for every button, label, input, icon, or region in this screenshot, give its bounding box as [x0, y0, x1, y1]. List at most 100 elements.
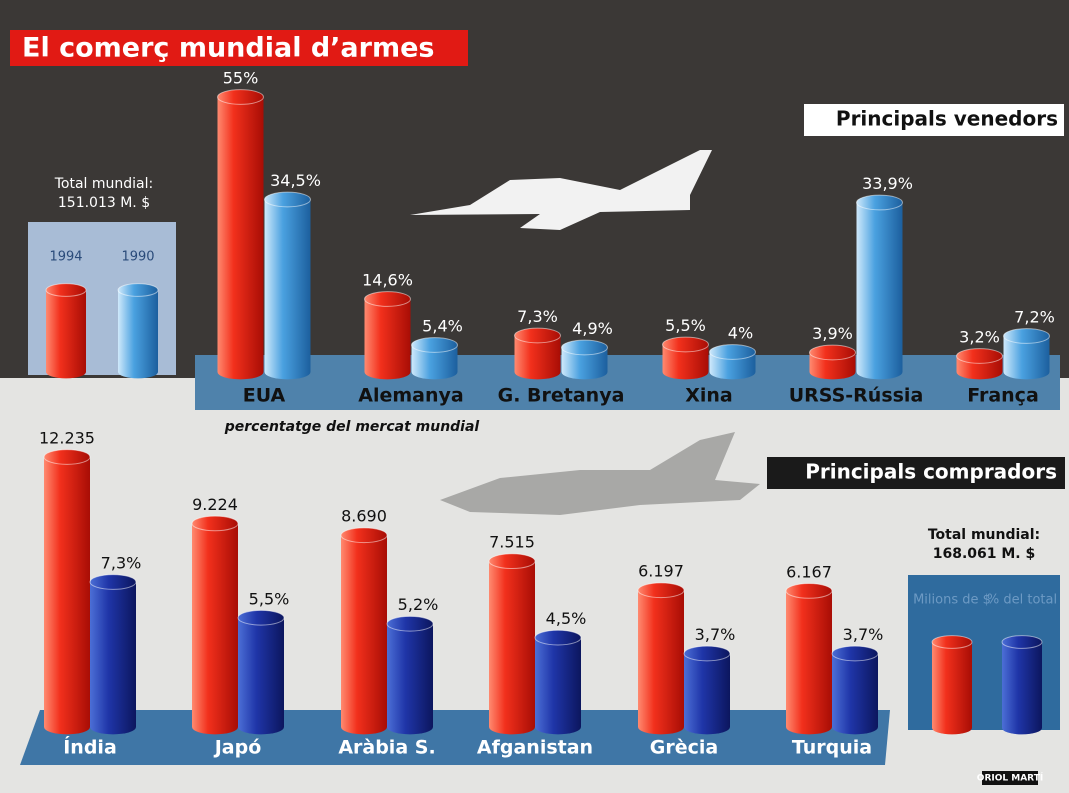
- bar: [638, 590, 684, 727]
- category-label: Afganistan: [477, 737, 593, 759]
- total-value: 168.061 M. $: [933, 546, 1036, 562]
- bar-cap: [489, 554, 535, 569]
- value-label: 14,6%: [362, 271, 413, 290]
- category-label: Xina: [685, 385, 733, 407]
- credit: ORIOL MARTÍ: [977, 772, 1044, 784]
- category-label: Aràbia S.: [338, 737, 435, 759]
- legend-swatch-cap: [1002, 636, 1042, 649]
- bar: [90, 582, 136, 727]
- category-label: Alemanya: [358, 385, 463, 407]
- bar-foot: [341, 720, 387, 735]
- bar-foot: [535, 720, 581, 735]
- bar: [218, 97, 264, 372]
- legend-label: 1994: [49, 250, 82, 265]
- bar-cap: [365, 292, 411, 307]
- bar-foot: [684, 720, 730, 735]
- legend-swatch: [1002, 642, 1042, 728]
- bar-foot: [857, 365, 903, 380]
- bar-foot: [365, 365, 411, 380]
- bar-cap: [535, 630, 581, 645]
- legend-label: % del total: [987, 593, 1057, 608]
- bar: [365, 299, 411, 372]
- bar-cap: [387, 616, 433, 631]
- value-label: 3,7%: [843, 625, 884, 644]
- legend-swatch: [46, 290, 86, 372]
- bar-cap: [90, 575, 136, 590]
- bar: [832, 654, 878, 727]
- title: El comerç mundial d’armes: [22, 33, 435, 64]
- legend-swatch-foot: [1002, 722, 1042, 735]
- bar-foot: [957, 365, 1003, 380]
- bar-foot: [192, 720, 238, 735]
- bar-cap: [663, 337, 709, 352]
- platform: [195, 355, 1060, 410]
- bar-foot: [832, 720, 878, 735]
- total-label: Total mundial:: [54, 176, 154, 192]
- bar-foot: [663, 365, 709, 380]
- value-label: 55%: [223, 69, 259, 88]
- bar-cap: [684, 646, 730, 661]
- legend-swatch: [118, 290, 158, 372]
- bar: [192, 523, 238, 727]
- bar-foot: [412, 365, 458, 380]
- value-label: 5,5%: [249, 589, 290, 608]
- category-label: URSS-Rússia: [789, 385, 924, 407]
- bar: [387, 624, 433, 727]
- value-label: 5,2%: [398, 595, 439, 614]
- legend-label: 1990: [121, 250, 154, 265]
- value-label: 3,9%: [812, 324, 853, 343]
- bar-cap: [810, 345, 856, 360]
- value-label: 12.235: [39, 429, 95, 448]
- bar-foot: [238, 720, 284, 735]
- bar: [535, 638, 581, 727]
- value-label: 3,2%: [959, 328, 1000, 347]
- bar: [238, 618, 284, 727]
- category-label: Grècia: [650, 737, 718, 759]
- category-label: Índia: [63, 736, 117, 759]
- total-value: 151.013 M. $: [58, 195, 150, 211]
- subtitle: percentatge del mercat mundial: [224, 419, 480, 435]
- category-label: Turquia: [792, 737, 872, 759]
- section-title: Principals compradors: [805, 460, 1057, 484]
- value-label: 9.224: [192, 495, 238, 514]
- infographic: El comerç mundial d’armes Principals ven…: [0, 0, 1069, 793]
- total-label: Total mundial:: [928, 527, 1040, 543]
- value-label: 5,4%: [422, 317, 463, 336]
- legend-label: Milions de $: [913, 593, 991, 608]
- value-label: 7,2%: [1014, 308, 1055, 327]
- bar-cap: [957, 349, 1003, 364]
- bar-foot: [1004, 365, 1050, 380]
- platform: [20, 710, 890, 765]
- bar-cap: [412, 338, 458, 353]
- legend-swatch-cap: [932, 636, 972, 649]
- bar-foot: [810, 365, 856, 380]
- bar-cap: [832, 646, 878, 661]
- bar-foot: [265, 365, 311, 380]
- bar: [489, 561, 535, 727]
- value-label: 7,3%: [101, 554, 142, 573]
- bar-cap: [192, 516, 238, 531]
- category-label: França: [967, 385, 1039, 407]
- legend-swatch-foot: [46, 366, 86, 379]
- bar-foot: [638, 720, 684, 735]
- value-label: 3,7%: [695, 625, 736, 644]
- bar-foot: [562, 365, 608, 380]
- section-title: Principals venedors: [836, 107, 1058, 131]
- legend-swatch-foot: [932, 722, 972, 735]
- bar: [265, 200, 311, 373]
- bar-cap: [238, 610, 284, 625]
- bar-foot: [387, 720, 433, 735]
- category-label: G. Bretanya: [498, 385, 625, 407]
- bar-foot: [90, 720, 136, 735]
- bar: [857, 203, 903, 373]
- bar-cap: [786, 584, 832, 599]
- bar-cap: [562, 340, 608, 355]
- value-label: 4,9%: [572, 319, 613, 338]
- value-label: 6.167: [786, 562, 832, 581]
- legend-swatch: [932, 642, 972, 728]
- value-label: 8.690: [341, 507, 387, 526]
- bar-foot: [515, 365, 561, 380]
- bar-foot: [710, 365, 756, 380]
- bar-foot: [489, 720, 535, 735]
- bar: [341, 535, 387, 727]
